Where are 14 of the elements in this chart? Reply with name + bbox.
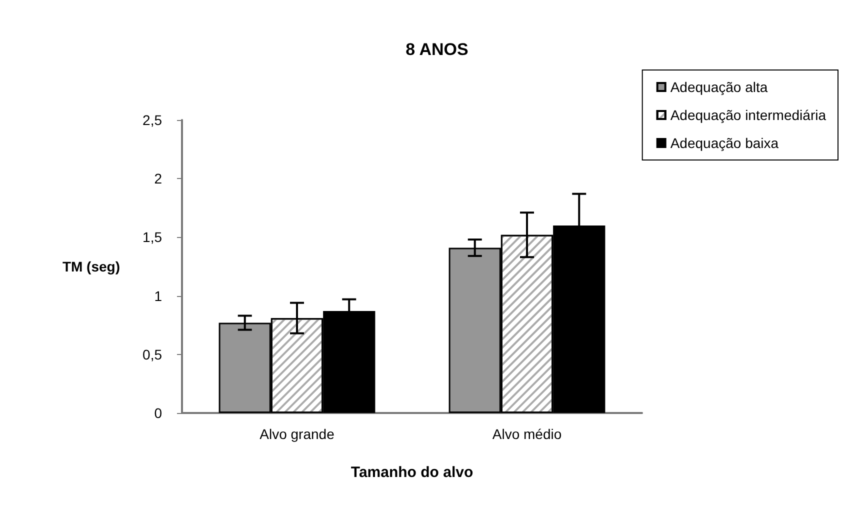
y-tick-label: 0,5 — [142, 346, 162, 362]
y-axis-title: TM (seg) — [62, 258, 120, 274]
y-tick-label: 1 — [154, 288, 162, 304]
y-tick-label: 1,5 — [142, 229, 162, 246]
y-tick-label: 2 — [154, 170, 162, 187]
chart-title: 8 ANOS — [406, 40, 468, 59]
legend-label: Adequação intermediária — [670, 107, 826, 123]
x-axis-title: Tamanho do alvo — [350, 464, 474, 481]
legend-label: Adequação alta — [670, 79, 768, 95]
y-tick-label: 0 — [154, 405, 162, 421]
legend-label: Adequação baixa — [670, 135, 779, 151]
x-tick-label: Alvo médio — [492, 426, 562, 442]
y-tick-label: 2,5 — [142, 112, 162, 128]
x-tick-label: Alvo grande — [260, 426, 335, 442]
